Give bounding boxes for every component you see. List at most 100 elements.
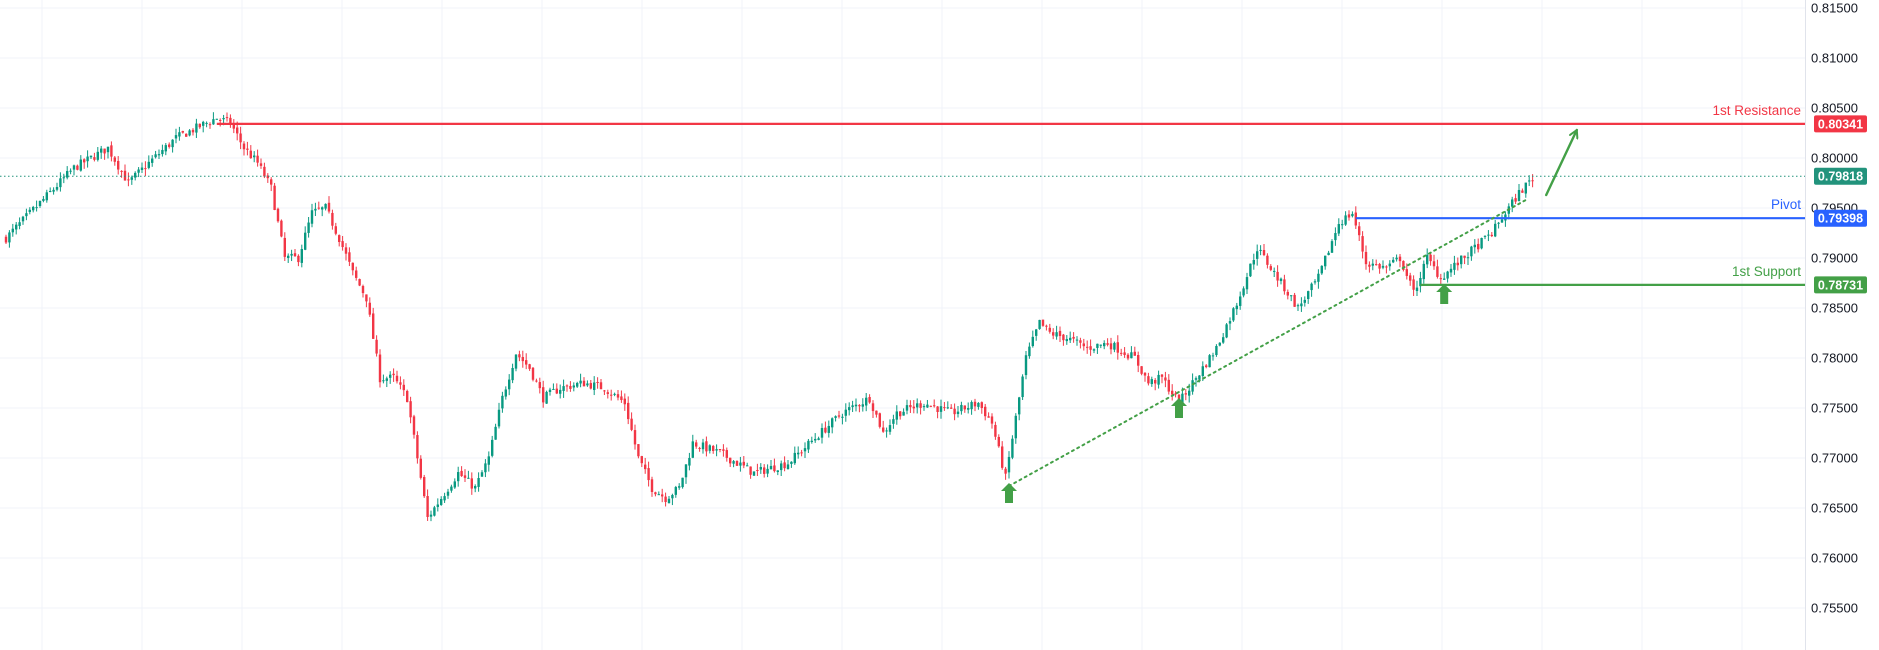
candle-body — [236, 127, 239, 134]
candle-body — [688, 457, 691, 466]
candle-body — [1007, 456, 1011, 473]
candle-body — [1463, 255, 1466, 258]
candle-body — [293, 253, 297, 257]
candle-body — [1283, 279, 1286, 292]
candle-body — [909, 405, 912, 408]
candle-body — [314, 208, 317, 211]
y-tick-label: 0.78000 — [1811, 351, 1858, 366]
candle-body — [205, 122, 208, 124]
candle-body — [593, 382, 596, 391]
candle-body — [375, 339, 378, 354]
candle-body — [406, 390, 409, 403]
candle-body — [725, 450, 728, 458]
candle-body — [1531, 180, 1534, 182]
candle-body — [372, 313, 375, 339]
candle-body — [1361, 236, 1364, 252]
candle-body — [334, 226, 337, 234]
candle-body — [899, 411, 902, 417]
candle-body — [389, 374, 392, 378]
candle-body — [1470, 246, 1473, 257]
candle-body — [202, 121, 205, 126]
candle-body — [1276, 271, 1279, 281]
candle-body — [1334, 233, 1337, 241]
candle-body — [1215, 346, 1218, 356]
candle-body — [249, 150, 252, 159]
candle-body — [1055, 332, 1058, 337]
candle-body — [8, 232, 11, 243]
candle-body — [1483, 235, 1487, 237]
candle-body — [1228, 321, 1232, 324]
candle-body — [559, 389, 562, 394]
candle-body — [861, 404, 864, 407]
candle-body — [994, 424, 997, 437]
candle-body — [1347, 214, 1351, 218]
y-tick-label: 0.81500 — [1811, 1, 1858, 16]
level-label: Pivot — [1771, 197, 1801, 212]
candle-body — [239, 133, 242, 143]
candle-body — [1194, 378, 1198, 380]
candle-body — [508, 379, 511, 390]
candle-body — [419, 458, 422, 478]
candle-body — [776, 470, 779, 472]
candle-body — [678, 486, 681, 488]
level-label: 1st Resistance — [1712, 103, 1801, 118]
candle-body — [1028, 346, 1031, 357]
candle-body — [195, 123, 198, 133]
candle-body — [106, 146, 110, 153]
candle-body — [232, 123, 235, 129]
candle-body — [647, 468, 650, 481]
candle-body — [1300, 303, 1303, 307]
candle-body — [950, 407, 953, 409]
y-tick-label: 0.77500 — [1811, 401, 1858, 416]
candle-body — [810, 440, 813, 442]
candle-body — [858, 405, 861, 407]
candle-body — [174, 135, 178, 139]
candle-body — [599, 382, 603, 390]
candle-body — [1031, 336, 1034, 347]
candle-body — [1381, 265, 1385, 268]
candle-body — [1252, 260, 1255, 265]
candle-body — [382, 380, 385, 382]
candle-body — [1344, 215, 1347, 225]
y-tick-label: 0.81000 — [1811, 51, 1858, 66]
candle-body — [154, 154, 157, 158]
candle-body — [603, 390, 606, 392]
candle-body — [528, 364, 531, 369]
candle-body — [848, 407, 851, 411]
candle-body — [929, 405, 932, 407]
candle-body — [1018, 397, 1021, 415]
candle-body — [1303, 299, 1306, 303]
candle-body — [392, 373, 395, 376]
candle-body — [644, 464, 647, 470]
candle-body — [453, 481, 456, 488]
candle-body — [1096, 343, 1099, 348]
candle-body — [365, 294, 368, 302]
candle-body — [1041, 319, 1045, 326]
candle-body — [1480, 237, 1483, 249]
candle-body — [59, 178, 62, 188]
candle-body — [841, 416, 844, 418]
candle-body — [766, 468, 769, 474]
candle-body — [654, 492, 657, 495]
candle-body — [1167, 379, 1170, 392]
candle-body — [616, 394, 620, 398]
candle-body — [1109, 343, 1113, 350]
candle-body — [933, 405, 936, 407]
candle-body — [137, 169, 140, 173]
candle-body — [963, 405, 966, 410]
candle-body — [943, 407, 946, 409]
price-badge-label: 0.78731 — [1818, 278, 1863, 292]
candle-body — [1405, 269, 1408, 276]
candle-body — [854, 404, 858, 407]
candle-body — [1164, 377, 1167, 381]
candle-body — [307, 222, 310, 233]
candle-body — [1191, 380, 1194, 392]
candle-body — [623, 398, 626, 405]
candle-body — [902, 411, 905, 416]
candle-body — [1286, 291, 1289, 296]
candle-body — [1473, 244, 1476, 248]
price-badge-label: 0.79818 — [1818, 170, 1863, 184]
candle-body — [888, 425, 892, 432]
candle-body — [582, 380, 586, 387]
candle-body — [259, 163, 263, 166]
